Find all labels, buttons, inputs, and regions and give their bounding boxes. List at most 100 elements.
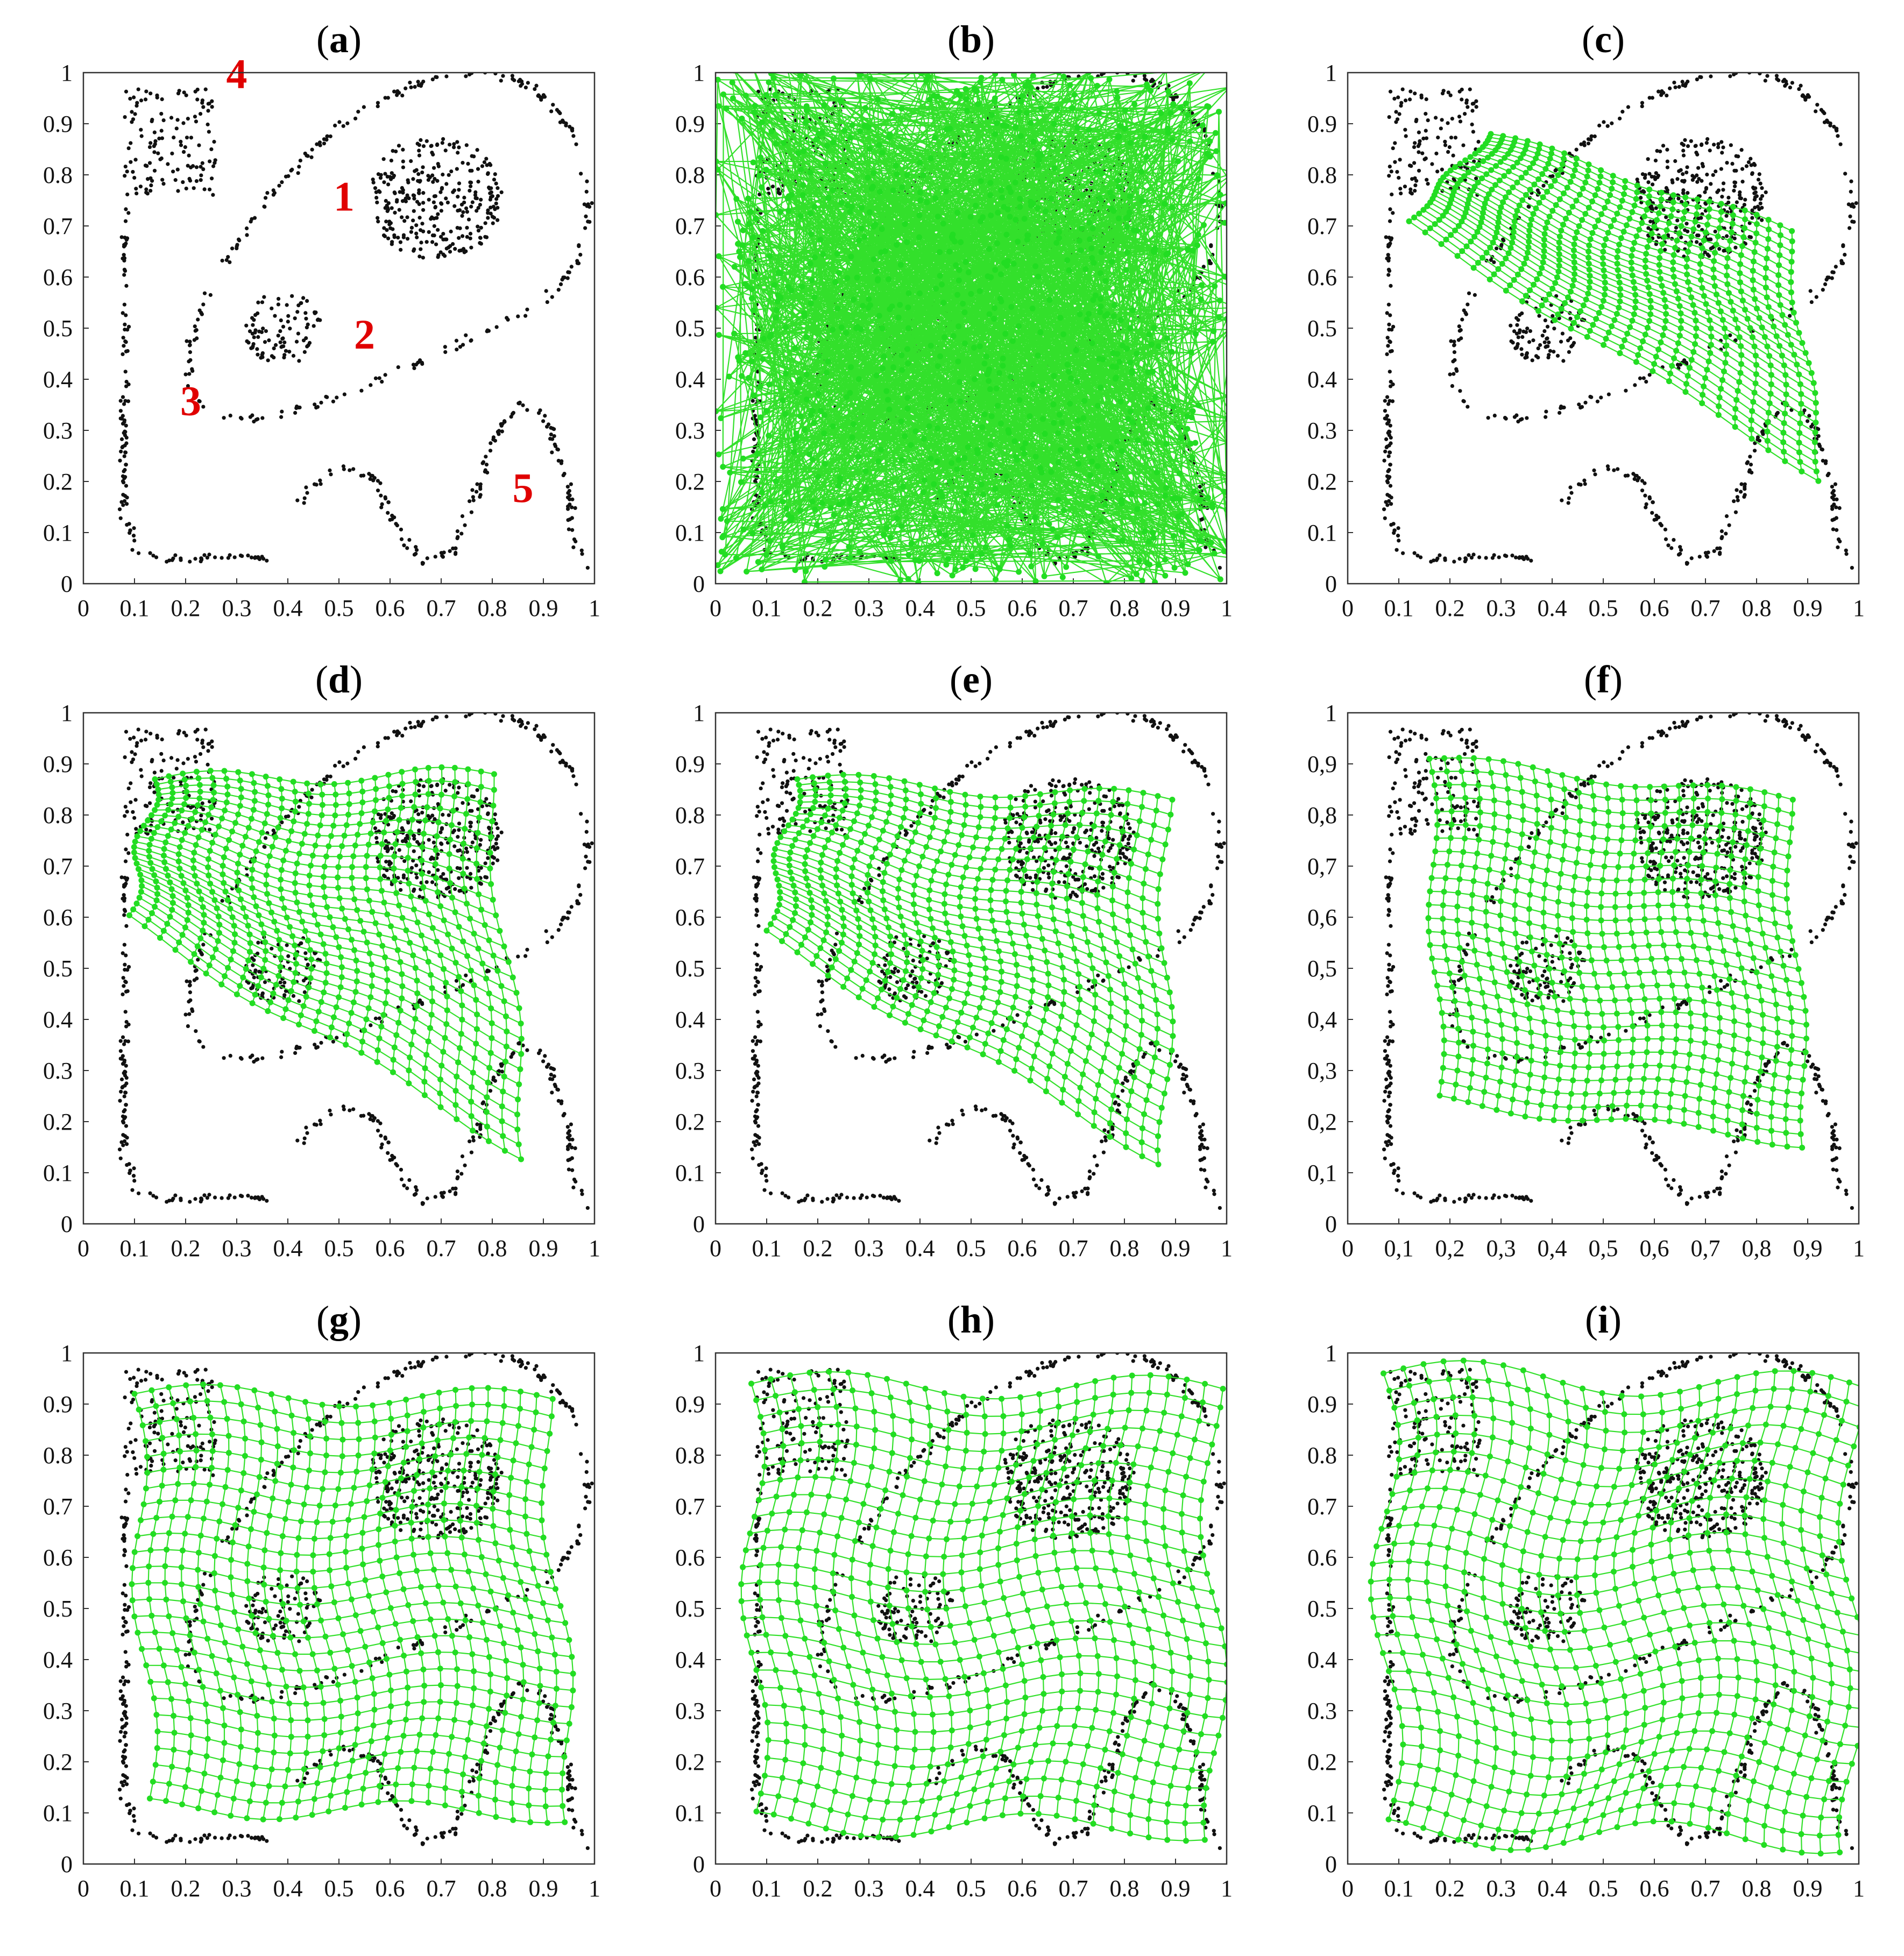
mesh-node	[1127, 325, 1134, 331]
mesh-node	[1055, 459, 1061, 466]
mesh-node	[1003, 123, 1010, 129]
data-point	[549, 109, 554, 114]
data-point	[533, 87, 537, 91]
mesh-node	[1783, 391, 1789, 398]
mesh-node	[1708, 334, 1715, 340]
data-point	[312, 324, 316, 328]
data-point	[458, 226, 462, 230]
mesh-node	[1163, 441, 1170, 447]
data-point	[1680, 80, 1684, 84]
mesh-node	[1127, 359, 1134, 366]
mesh-node	[1796, 371, 1802, 378]
data-point	[1790, 81, 1794, 85]
mesh-node	[1066, 267, 1072, 274]
mesh-node	[1692, 218, 1698, 225]
mesh-node	[1004, 206, 1011, 212]
mesh-node	[802, 427, 808, 433]
mesh-node	[1119, 464, 1125, 471]
y-tick-label: 0.8	[1307, 162, 1337, 188]
mesh-node	[797, 507, 804, 514]
mesh-node	[1140, 278, 1146, 284]
mesh-node	[751, 273, 758, 280]
mesh-node	[1627, 324, 1633, 330]
data-point	[397, 144, 401, 148]
data-point	[578, 252, 583, 257]
data-point	[1385, 395, 1390, 399]
data-point	[130, 110, 134, 114]
data-point	[466, 161, 470, 166]
data-point	[318, 478, 322, 483]
mesh-node	[1576, 223, 1582, 229]
mesh-node	[1007, 214, 1013, 220]
data-point	[1757, 172, 1761, 176]
mesh-node	[899, 184, 905, 190]
data-point	[1390, 349, 1394, 353]
mesh-node	[1099, 170, 1105, 176]
mesh-node	[1129, 307, 1136, 313]
data-point	[1732, 188, 1736, 193]
data-point	[1664, 186, 1668, 190]
data-point	[1643, 481, 1647, 485]
data-point	[475, 209, 479, 213]
data-point	[200, 161, 204, 165]
mesh-node	[1084, 316, 1090, 323]
data-point	[1524, 555, 1528, 559]
mesh-node	[1586, 204, 1592, 211]
mesh-node	[744, 569, 750, 575]
mesh-node	[1030, 139, 1037, 145]
data-point	[1572, 341, 1576, 345]
data-point	[1696, 216, 1701, 221]
mesh-node	[809, 456, 816, 463]
data-point	[1452, 559, 1456, 564]
mesh-node	[1018, 513, 1025, 519]
mesh-node	[1068, 375, 1074, 381]
mesh-node	[748, 358, 755, 365]
data-point	[558, 111, 562, 116]
data-point	[146, 177, 150, 181]
mesh-node	[1763, 265, 1769, 271]
data-point	[1528, 329, 1533, 334]
mesh-node	[1493, 163, 1499, 169]
data-point	[469, 204, 473, 209]
mesh-node	[847, 555, 853, 561]
data-point	[421, 165, 425, 169]
data-point	[387, 219, 392, 224]
mesh-node	[1765, 226, 1772, 232]
data-point	[1650, 182, 1655, 187]
data-point	[154, 555, 159, 559]
data-point	[124, 463, 128, 467]
data-point	[1700, 161, 1704, 166]
y-tick-label: 0.8	[675, 162, 705, 188]
y-tick-label: 0.6	[43, 264, 73, 290]
data-point	[496, 186, 500, 190]
data-point	[1417, 168, 1421, 173]
mesh-node	[1776, 252, 1783, 258]
mesh-node	[1028, 84, 1034, 90]
mesh-node	[1779, 352, 1785, 359]
data-point	[419, 240, 423, 245]
data-point	[1041, 85, 1045, 89]
mesh-node	[843, 330, 850, 336]
mesh-node	[1526, 233, 1532, 239]
data-point	[577, 244, 581, 249]
data-point	[1850, 565, 1854, 570]
data-point	[441, 172, 445, 177]
mesh-node	[1666, 378, 1672, 385]
mesh-node	[992, 486, 999, 492]
data-point	[1626, 105, 1630, 109]
data-point	[556, 288, 561, 292]
data-point	[1395, 548, 1399, 552]
mesh-node	[1011, 73, 1017, 78]
data-point	[1806, 419, 1810, 423]
data-point	[411, 363, 416, 367]
x-tick-label: 1	[589, 595, 600, 621]
data-point	[462, 200, 466, 204]
mesh-node	[879, 325, 886, 331]
data-point	[1689, 556, 1694, 561]
mesh-node	[1645, 200, 1652, 206]
data-point	[443, 345, 447, 349]
mesh-node	[825, 194, 832, 201]
mesh-node	[1788, 342, 1794, 348]
data-point	[1389, 435, 1393, 440]
mesh-node	[1776, 343, 1783, 349]
